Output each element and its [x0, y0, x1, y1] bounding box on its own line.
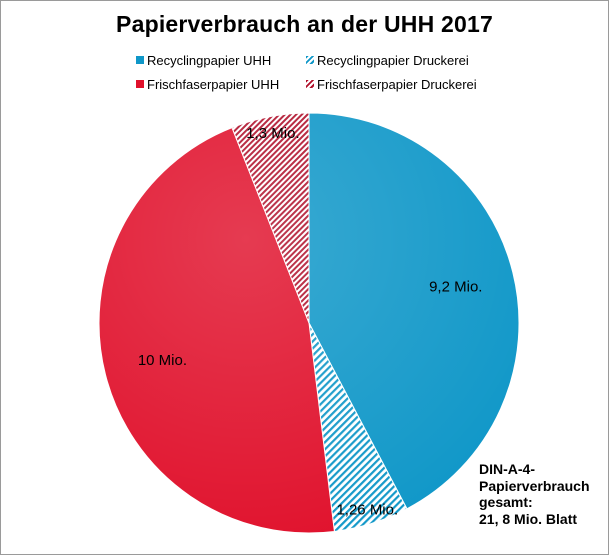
data-label-recyclingpapier-druckerei: 1,26 Mio. — [336, 501, 398, 518]
total-annotation-line-3: gesamt: — [479, 494, 533, 510]
pie-sheen — [99, 113, 519, 533]
total-annotation: DIN-A-4- Papierverbrauch gesamt: 21, 8 M… — [479, 461, 604, 527]
legend-label-frischfaser-uhh: Frischfaserpapier UHH — [147, 77, 280, 92]
legend-label-frischfaser-druckerei: Frischfaserpapier Druckerei — [317, 77, 477, 92]
data-label-recyclingpapier-uhh: 9,2 Mio. — [429, 279, 482, 296]
legend-swatch-recycling-uhh — [136, 56, 144, 64]
legend: Recyclingpapier UHH Recyclingpapier Druc… — [136, 53, 556, 97]
legend-label-recycling-uhh: Recyclingpapier UHH — [147, 53, 272, 68]
legend-swatch-frischfaser-uhh — [136, 80, 144, 88]
total-annotation-line-1: DIN-A-4- — [479, 461, 535, 477]
data-label-frischfaserpapier-druckerei: 1,3 Mio. — [246, 125, 299, 142]
legend-swatch-frischfaser-druckerei — [306, 80, 314, 88]
legend-label-recycling-druckerei: Recyclingpapier Druckerei — [317, 53, 469, 68]
data-label-frischfaserpapier-uhh: 10 Mio. — [138, 352, 187, 369]
total-annotation-line-2: Papierverbrauch — [479, 477, 590, 494]
total-annotation-line-4: 21, 8 Mio. Blatt — [479, 510, 578, 527]
chart-title: Papierverbrauch an der UHH 2017 — [116, 11, 493, 37]
legend-swatch-recycling-druckerei — [306, 56, 314, 64]
